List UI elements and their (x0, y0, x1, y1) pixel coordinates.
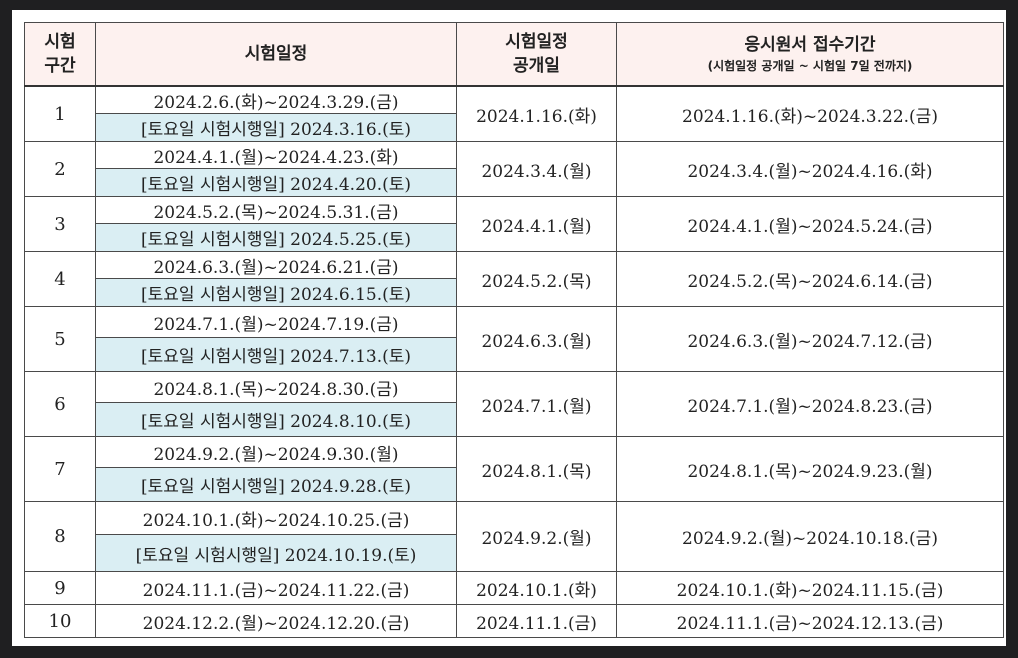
announce-date: 2024.11.1.(금) (456, 604, 617, 638)
application-period: 2024.8.1.(목)~2024.9.23.(월) (616, 436, 1004, 502)
table-row: 2 2024.4.1.(월)~2024.4.23.(화) 2024.3.4.(월… (24, 141, 1004, 197)
saturday-exam-date: [토요일 시험시행일] 2024.3.16.(토) (95, 113, 457, 142)
saturday-exam-date: [토요일 시험시행일] 2024.9.28.(토) (95, 467, 457, 502)
application-period: 2024.3.4.(월)~2024.4.16.(화) (616, 141, 1004, 197)
section-number: 8 (24, 501, 96, 572)
exam-period: 2024.12.2.(월)~2024.12.20.(금) (95, 604, 457, 638)
section-number: 1 (24, 85, 96, 142)
announce-date: 2024.5.2.(목) (456, 251, 617, 307)
table-row: 6 2024.8.1.(목)~2024.8.30.(금) 2024.7.1.(월… (24, 371, 1004, 437)
announce-date: 2024.9.2.(월) (456, 501, 617, 572)
exam-period: 2024.11.1.(금)~2024.11.22.(금) (95, 571, 457, 605)
announce-date: 2024.3.4.(월) (456, 141, 617, 197)
table-subrow: [토요일 시험시행일] 2024.6.15.(토) (25, 278, 1004, 307)
section-number: 6 (24, 371, 96, 437)
application-period: 2024.1.16.(화)~2024.3.22.(금) (616, 85, 1004, 142)
application-period: 2024.5.2.(목)~2024.6.14.(금) (616, 251, 1004, 307)
saturday-exam-date: [토요일 시험시행일] 2024.10.19.(토) (95, 534, 457, 572)
exam-period: 2024.4.1.(월)~2024.4.23.(화) (95, 141, 457, 169)
saturday-exam-date: [토요일 시험시행일] 2024.8.10.(토) (95, 402, 457, 437)
header-application-note: (시험일정 공개일 ~ 시험일 7일 전까지) (707, 59, 913, 73)
application-period: 2024.6.3.(월)~2024.7.12.(금) (616, 306, 1004, 372)
application-period: 2024.4.1.(월)~2024.5.24.(금) (616, 196, 1004, 252)
saturday-exam-date: [토요일 시험시행일] 2024.7.13.(토) (95, 337, 457, 372)
exam-period: 2024.5.2.(목)~2024.5.31.(금) (95, 196, 457, 224)
table-subrow: [토요일 시험시행일] 2024.10.19.(토) (25, 534, 1004, 572)
table-row: 5 2024.7.1.(월)~2024.7.19.(금) 2024.6.3.(월… (24, 306, 1004, 372)
application-period: 2024.9.2.(월)~2024.10.18.(금) (616, 501, 1004, 572)
exam-period: 2024.8.1.(목)~2024.8.30.(금) (95, 371, 457, 403)
header-announce-date: 시험일정 공개일 (456, 22, 617, 87)
document-page: 시험 구간 시험일정 시험일정 공개일 응시원서 접수기간 (시험일정 공개일 … (12, 10, 1006, 646)
table-row: 7 2024.9.2.(월)~2024.9.30.(월) 2024.8.1.(목… (24, 436, 1004, 502)
exam-period: 2024.9.2.(월)~2024.9.30.(월) (95, 436, 457, 468)
header-row: 시험 구간 시험일정 시험일정 공개일 응시원서 접수기간 (시험일정 공개일 … (24, 22, 1004, 87)
exam-period: 2024.2.6.(화)~2024.3.29.(금) (95, 85, 457, 114)
header-application-period: 응시원서 접수기간 (시험일정 공개일 ~ 시험일 7일 전까지) (616, 22, 1004, 87)
table-row: 3 2024.5.2.(목)~2024.5.31.(금) 2024.4.1.(월… (24, 196, 1004, 252)
section-number: 5 (24, 306, 96, 372)
announce-date: 2024.10.1.(화) (456, 571, 617, 605)
table-row: 8 2024.10.1.(화)~2024.10.25.(금) 2024.9.2.… (24, 501, 1004, 572)
table-subrow: [토요일 시험시행일] 2024.7.13.(토) (25, 337, 1004, 372)
table-subrow: [토요일 시험시행일] 2024.3.16.(토) (25, 113, 1004, 142)
table-subrow: [토요일 시험시행일] 2024.9.28.(토) (25, 467, 1004, 502)
announce-date: 2024.8.1.(목) (456, 436, 617, 502)
announce-date: 2024.7.1.(월) (456, 371, 617, 437)
table-subrow: [토요일 시험시행일] 2024.4.20.(토) (25, 168, 1004, 197)
table-subrow: [토요일 시험시행일] 2024.8.10.(토) (25, 402, 1004, 437)
table-row: 1 2024.2.6.(화)~2024.3.29.(금) 2024.1.16.(… (24, 85, 1004, 142)
table-row: 10 2024.12.2.(월)~2024.12.20.(금) 2024.11.… (24, 604, 1004, 638)
exam-period: 2024.6.3.(월)~2024.6.21.(금) (95, 251, 457, 279)
section-number: 4 (24, 251, 96, 307)
header-section: 시험 구간 (24, 22, 96, 87)
application-period: 2024.7.1.(월)~2024.8.23.(금) (616, 371, 1004, 437)
exam-period: 2024.7.1.(월)~2024.7.19.(금) (95, 306, 457, 338)
header-exam-schedule: 시험일정 (95, 22, 457, 87)
application-period: 2024.11.1.(금)~2024.12.13.(금) (616, 604, 1004, 638)
section-number: 2 (24, 141, 96, 197)
table-row: 9 2024.11.1.(금)~2024.11.22.(금) 2024.10.1… (24, 571, 1004, 605)
exam-schedule-table: 시험 구간 시험일정 시험일정 공개일 응시원서 접수기간 (시험일정 공개일 … (24, 22, 1004, 638)
announce-date: 2024.6.3.(월) (456, 306, 617, 372)
saturday-exam-date: [토요일 시험시행일] 2024.5.25.(토) (95, 223, 457, 252)
saturday-exam-date: [토요일 시험시행일] 2024.6.15.(토) (95, 278, 457, 307)
announce-date: 2024.4.1.(월) (456, 196, 617, 252)
application-period: 2024.10.1.(화)~2024.11.15.(금) (616, 571, 1004, 605)
section-number: 10 (24, 604, 96, 638)
saturday-exam-date: [토요일 시험시행일] 2024.4.20.(토) (95, 168, 457, 197)
table-row: 4 2024.6.3.(월)~2024.6.21.(금) 2024.5.2.(목… (24, 251, 1004, 307)
exam-period: 2024.10.1.(화)~2024.10.25.(금) (95, 501, 457, 535)
section-number: 9 (24, 571, 96, 605)
announce-date: 2024.1.16.(화) (456, 85, 617, 142)
section-number: 7 (24, 436, 96, 502)
section-number: 3 (24, 196, 96, 252)
